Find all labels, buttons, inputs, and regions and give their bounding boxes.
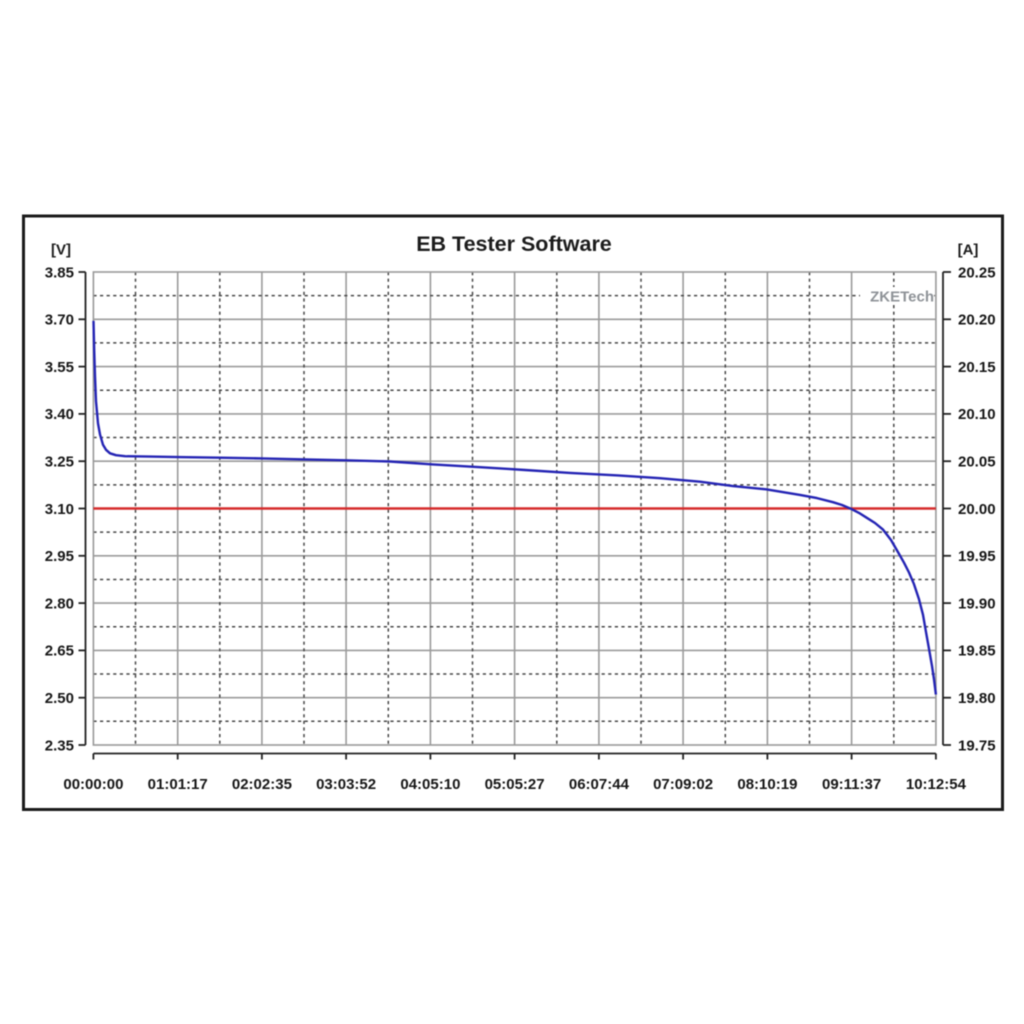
svg-text:20.20: 20.20 [958,312,996,329]
svg-text:04:05:10: 04:05:10 [400,776,460,793]
svg-text:10:12:54: 10:12:54 [906,776,967,793]
svg-text:[V]: [V] [51,242,71,259]
svg-text:[A]: [A] [958,242,979,259]
svg-text:19.95: 19.95 [958,548,996,565]
svg-text:19.75: 19.75 [958,737,996,754]
svg-text:3.55: 3.55 [45,359,74,376]
svg-text:19.80: 19.80 [958,690,996,707]
svg-text:3.85: 3.85 [45,264,74,281]
svg-text:19.85: 19.85 [958,643,996,660]
svg-text:3.40: 3.40 [45,406,74,423]
svg-text:2.65: 2.65 [45,643,74,660]
svg-text:06:07:44: 06:07:44 [569,776,630,793]
svg-text:2.80: 2.80 [45,595,74,612]
svg-text:ZKETech: ZKETech [870,289,934,306]
svg-text:3.10: 3.10 [45,501,74,518]
svg-text:09:11:37: 09:11:37 [822,776,881,793]
svg-text:EB Tester Software: EB Tester Software [416,232,612,256]
svg-text:3.70: 3.70 [45,312,74,329]
svg-text:20.00: 20.00 [958,501,996,518]
svg-text:2.35: 2.35 [45,737,74,754]
svg-text:00:00:00: 00:00:00 [63,776,123,793]
svg-text:02:02:35: 02:02:35 [232,776,292,793]
svg-text:03:03:52: 03:03:52 [316,776,376,793]
svg-text:19.90: 19.90 [958,595,996,612]
svg-text:20.25: 20.25 [958,264,996,281]
svg-text:2.95: 2.95 [45,548,74,565]
svg-text:20.05: 20.05 [958,454,996,471]
svg-text:3.25: 3.25 [45,454,74,471]
svg-text:05:05:27: 05:05:27 [485,776,545,793]
svg-text:08:10:19: 08:10:19 [737,776,797,793]
svg-text:2.50: 2.50 [45,690,74,707]
svg-text:01:01:17: 01:01:17 [148,776,208,793]
svg-text:20.15: 20.15 [958,359,996,376]
svg-text:07:09:02: 07:09:02 [653,776,713,793]
svg-text:20.10: 20.10 [958,406,996,423]
